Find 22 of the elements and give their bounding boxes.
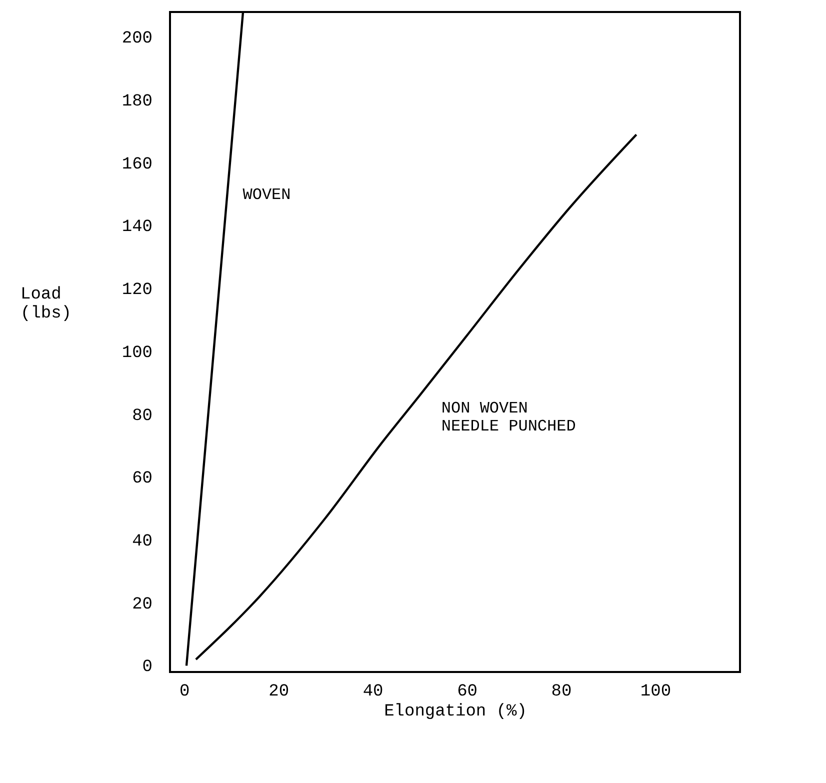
x-tick-label: 80 <box>551 682 572 702</box>
y-axis-title: Load (lbs) <box>20 286 72 324</box>
y-tick-label: 20 <box>132 595 152 614</box>
y-tick-label: 140 <box>122 218 152 238</box>
x-tick-label: 100 <box>640 682 672 702</box>
y-tick-label: 60 <box>132 470 152 489</box>
line-series <box>194 133 638 661</box>
series-label: NON WOVEN NEEDLE PUNCHED <box>441 399 576 436</box>
x-tick-label: 20 <box>268 682 290 702</box>
y-tick-label: 80 <box>132 406 152 426</box>
x-tick-label: 40 <box>362 682 384 702</box>
x-tick-label: 60 <box>457 682 478 702</box>
y-tick-label: 120 <box>122 281 152 300</box>
x-tick-label: 0 <box>180 682 190 702</box>
y-tick-label: 100 <box>122 344 152 363</box>
y-tick-label: 180 <box>122 92 152 112</box>
y-tick-label: 160 <box>122 155 152 174</box>
x-axis-title: Elongation (%) <box>384 702 527 722</box>
series-label: WOVEN <box>242 186 291 204</box>
y-tick-label: 40 <box>132 532 152 552</box>
y-tick-label: 200 <box>122 30 152 49</box>
y-tick-label: 0 <box>142 658 152 678</box>
